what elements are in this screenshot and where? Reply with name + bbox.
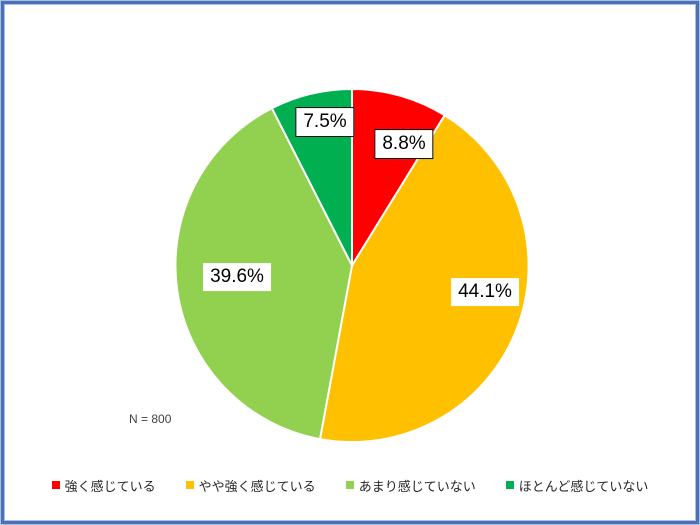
legend-item-strongly-feel: 強く感じている xyxy=(51,476,156,495)
legend-item-not-much-feel: あまり感じていない xyxy=(345,476,476,495)
sample-size-label: N = 800 xyxy=(129,412,172,426)
pie-data-label-red: 8.8% xyxy=(374,129,434,159)
legend-label: 強く感じている xyxy=(64,478,156,494)
legend-label: ほとんど感じていない xyxy=(518,478,649,494)
legend-swatch-red-icon xyxy=(51,481,60,489)
pie-slice-2 xyxy=(319,114,530,444)
pie-data-label-darkgreen: 7.5% xyxy=(295,107,355,137)
legend-swatch-darkgreen-icon xyxy=(505,481,514,489)
legend-label: あまり感じていない xyxy=(358,478,476,494)
legend-item-somewhat-feel: やや強く感じている xyxy=(185,476,316,495)
legend-label: やや強く感じている xyxy=(198,478,316,494)
chart-legend: 強く感じている やや強く感じている あまり感じていない ほとんど感じていない xyxy=(0,474,700,496)
legend-swatch-lightgreen-icon xyxy=(345,481,354,489)
pie-data-label-lightgreen: 39.6% xyxy=(203,263,271,291)
legend-item-hardly-feel: ほとんど感じていない xyxy=(505,476,649,495)
legend-swatch-orange-icon xyxy=(185,481,194,489)
pie-data-label-orange: 44.1% xyxy=(451,278,519,306)
